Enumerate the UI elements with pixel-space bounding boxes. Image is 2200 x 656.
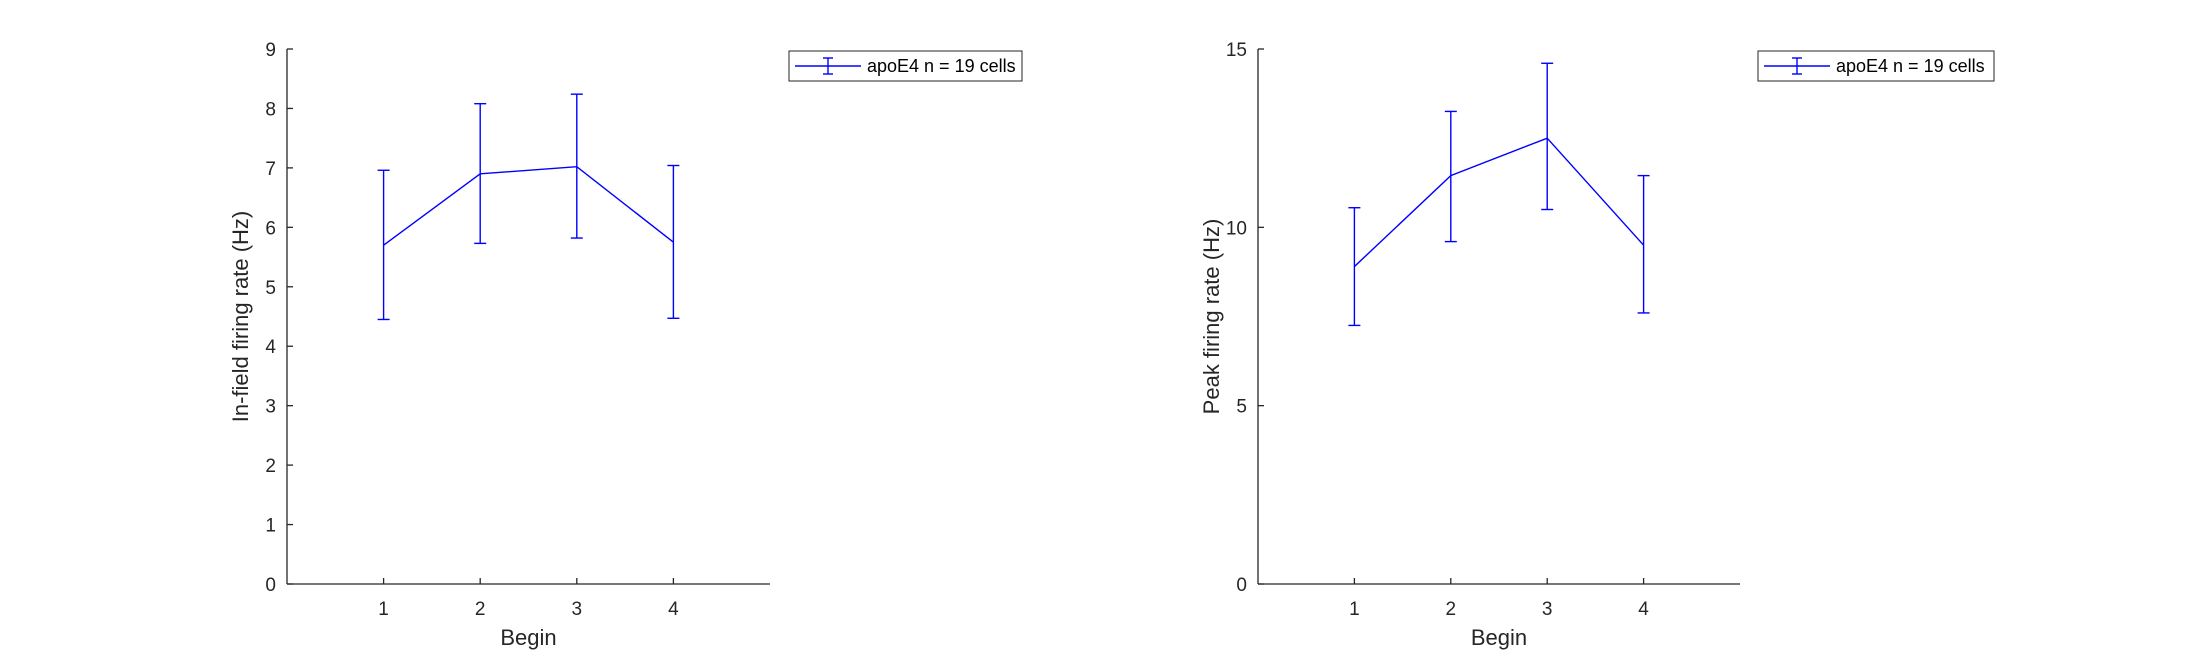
y-axis-label: Peak firing rate (Hz)	[1199, 219, 1224, 415]
legend-label: apoE4 n = 19 cells	[867, 56, 1016, 76]
series-line	[1353, 137, 1645, 268]
error-bar-3	[570, 93, 583, 239]
x-tick-label: 1	[378, 599, 389, 620]
y-tick-label: 7	[265, 159, 276, 180]
chart-2: 0 5 10 15 1 2 3 4 Begin Peak firing rate (Hz) apoE…	[1199, 40, 1995, 650]
y-tick-label: 5	[265, 278, 276, 299]
y-tick-label: 6	[265, 218, 276, 239]
x-tick-label: 4	[1638, 599, 1649, 620]
x-tick-label: 4	[668, 599, 679, 620]
error-bar-4	[1637, 174, 1650, 314]
y-tick-label: 1	[265, 516, 276, 537]
error-bar-2	[474, 102, 487, 245]
error-bar-3	[1541, 62, 1554, 211]
legend-label: apoE4 n = 19 cells	[1836, 56, 1985, 76]
y-axis-label: In-field firing rate (Hz)	[228, 211, 253, 423]
error-bar-1	[377, 169, 390, 321]
error-bar-4	[667, 164, 680, 319]
y-tick-label: 9	[265, 40, 276, 61]
y-tick-label: 2	[265, 456, 276, 477]
y-tick-label: 0	[1236, 575, 1247, 596]
y-tick-label: 15	[1226, 40, 1247, 61]
y-tick-label: 8	[265, 99, 276, 120]
y-tick-label: 4	[265, 337, 276, 358]
legend: apoE4 n = 19 cells	[1757, 50, 1995, 82]
x-tick-label: 1	[1349, 599, 1360, 620]
error-bar-1	[1348, 207, 1361, 327]
x-tick-label: 3	[1542, 599, 1553, 620]
y-tick-label: 5	[1236, 397, 1247, 418]
legend: apoE4 n = 19 cells	[788, 50, 1023, 82]
error-bar-2	[1444, 110, 1457, 243]
y-tick-label: 3	[265, 397, 276, 418]
x-axis-label: Begin	[1471, 625, 1527, 650]
y-tick-label: 10	[1226, 218, 1247, 239]
chart-1: 0 1 2 3 4 5 6 7 8 9 1 2 3 4 Begin In-field firing rate …	[228, 40, 1023, 650]
y-tick-label: 0	[265, 575, 276, 596]
x-tick-label: 2	[475, 599, 486, 620]
x-axis-label: Begin	[500, 625, 556, 650]
x-tick-label: 2	[1446, 599, 1457, 620]
series-line	[383, 165, 674, 246]
x-tick-label: 3	[572, 599, 583, 620]
